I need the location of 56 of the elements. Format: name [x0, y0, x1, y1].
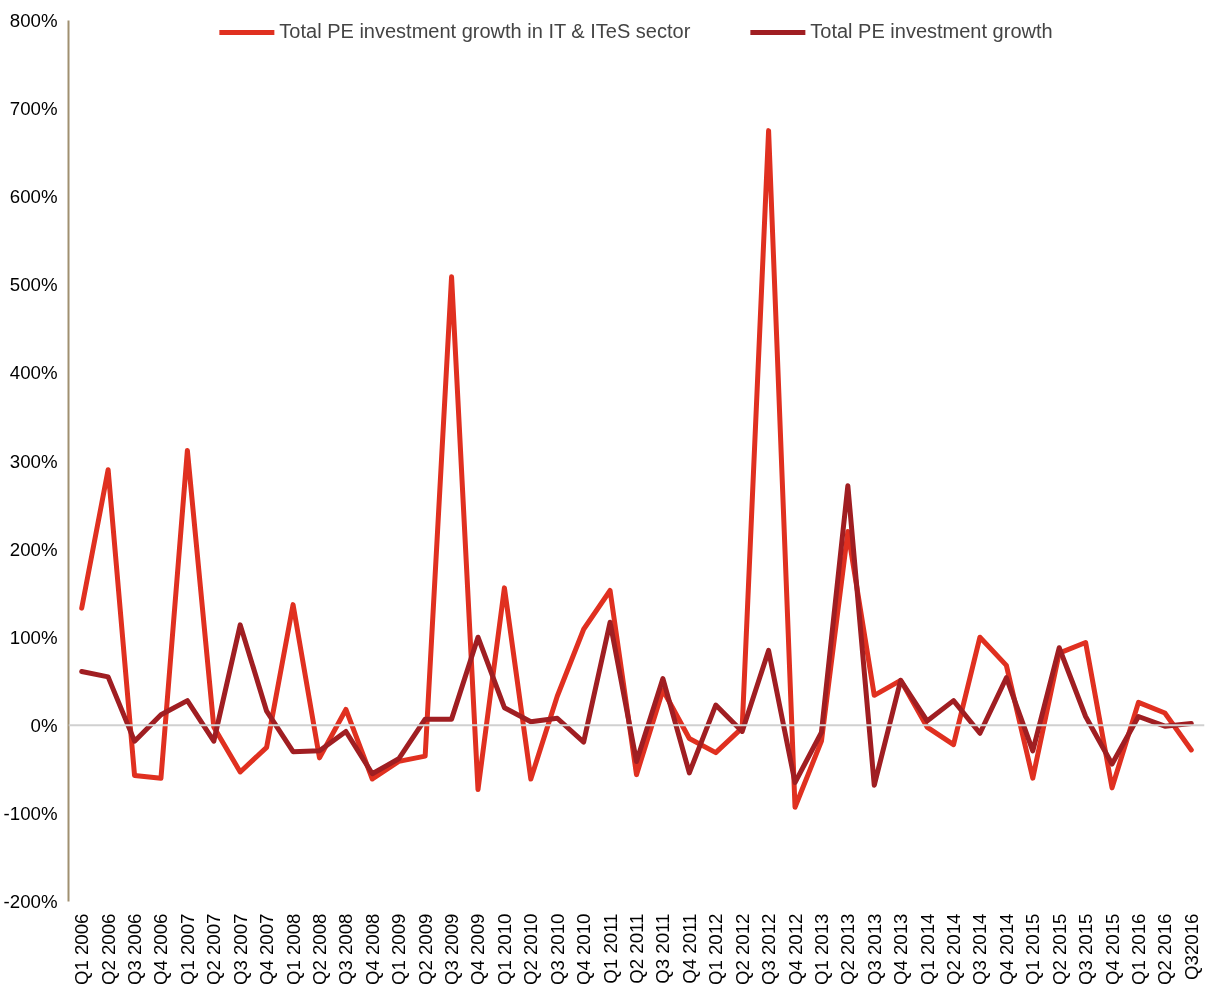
x-tick-label: Q1 2010 — [493, 913, 515, 986]
x-tick-label: Q2 2009 — [414, 913, 436, 986]
x-tick-label: Q4 2015 — [1101, 913, 1123, 986]
y-tick-label: -100% — [3, 802, 58, 824]
x-tick-label: Q2 2011 — [626, 913, 647, 984]
x-tick-label: Q4 2008 — [361, 913, 383, 986]
legend-label: Total PE investment growth in IT & ITeS sector — [279, 20, 691, 43]
x-tick-label: Q4 2013 — [890, 913, 912, 986]
x-tick-label: Q1 2006 — [71, 913, 93, 986]
x-tick-label: Q2 2012 — [731, 913, 753, 986]
y-tick-label: 500% — [9, 274, 58, 296]
y-tick-label: 600% — [9, 186, 58, 208]
x-tick-label: Q2 2006 — [97, 913, 119, 986]
x-tick-label: Q1 2016 — [1127, 913, 1149, 986]
x-tick-label: Q2 2014 — [943, 913, 965, 986]
y-tick-label: 300% — [9, 450, 58, 472]
x-tick-label: Q1 2013 — [810, 913, 832, 986]
x-tick-label: Q4 2009 — [467, 913, 489, 986]
x-tick-label: Q4 2010 — [573, 913, 595, 986]
x-tick-label: Q3 2009 — [441, 913, 463, 986]
x-tick-label: Q3 2007 — [229, 913, 251, 986]
y-tick-label: 800% — [9, 10, 58, 31]
x-tick-label: Q1 2012 — [705, 913, 727, 986]
x-tick-label: Q4 2006 — [150, 913, 172, 986]
x-tick-label: Q2 2010 — [520, 913, 542, 986]
x-tick-label: Q3 2011 — [652, 913, 674, 984]
x-tick-label: Q3 2014 — [969, 913, 991, 986]
x-tick-label: Q1 2008 — [282, 913, 304, 986]
x-tick-label: Q3 2012 — [758, 913, 780, 986]
x-tick-label: Q3 2008 — [335, 913, 357, 986]
x-tick-label: Q2 2013 — [837, 913, 859, 986]
x-tick-label: Q32016 — [1180, 913, 1202, 980]
x-tick-label: Q3 2013 — [863, 913, 885, 986]
x-tick-label: Q4 2011 — [678, 913, 700, 984]
x-tick-label: Q3 2006 — [124, 913, 146, 986]
legend-label: Total PE investment growth — [810, 20, 1053, 43]
x-tick-label: Q4 2007 — [256, 913, 278, 986]
y-tick-label: 200% — [9, 538, 58, 560]
x-tick-label: Q1 2009 — [388, 913, 410, 986]
x-tick-label: Q1 2011 — [599, 913, 621, 984]
x-tick-label: Q2 2008 — [308, 913, 330, 986]
y-tick-label: 100% — [9, 626, 58, 648]
x-tick-label: Q2 2015 — [1048, 913, 1070, 986]
x-tick-label: Q2 2016 — [1154, 913, 1176, 986]
x-tick-label: Q3 2015 — [1075, 913, 1097, 986]
x-tick-label: Q3 2010 — [546, 913, 568, 986]
x-tick-label: Q4 2012 — [784, 913, 806, 986]
y-tick-label: 700% — [9, 98, 58, 120]
x-tick-label: Q2 2007 — [203, 913, 225, 986]
x-tick-label: Q1 2015 — [1022, 913, 1044, 986]
x-tick-label: Q1 2014 — [916, 913, 938, 986]
y-tick-label: 0% — [30, 714, 58, 736]
x-tick-label: Q4 2014 — [995, 913, 1017, 986]
y-tick-label: -200% — [3, 891, 58, 912]
y-tick-label: 400% — [9, 362, 58, 384]
x-tick-label: Q1 2007 — [176, 913, 198, 986]
